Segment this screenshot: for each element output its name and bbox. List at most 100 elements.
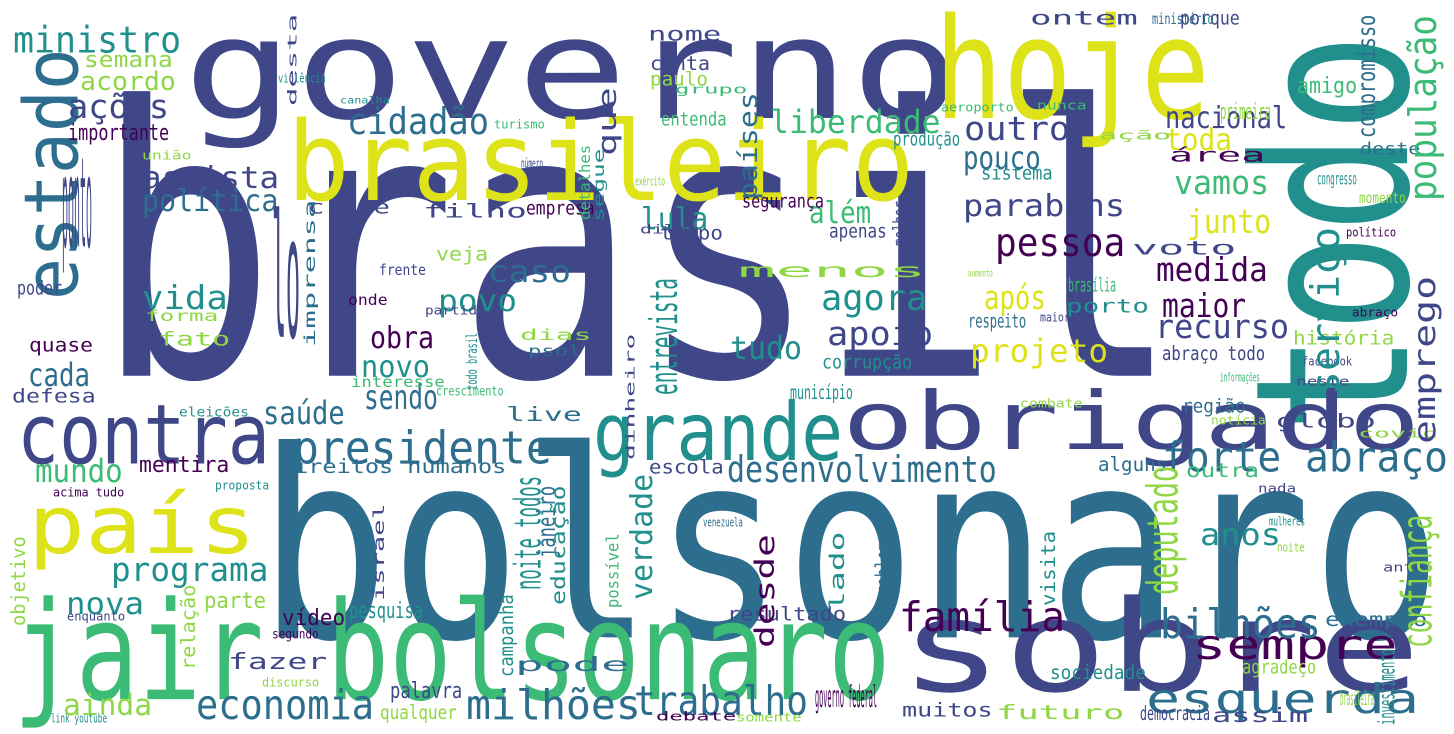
word-bilhoes: bilhões xyxy=(1160,600,1321,649)
word-apenas: apenas xyxy=(829,221,887,243)
word-seguranca: segurança xyxy=(742,191,825,213)
word-israel: israel xyxy=(371,503,388,601)
word-lula: lula xyxy=(641,201,709,237)
word-assista: assista xyxy=(142,159,280,196)
word-todo-brasil: todo brasil xyxy=(464,332,481,390)
word-projeto: projeto xyxy=(970,332,1109,370)
word-porto: porto xyxy=(1066,296,1149,318)
word-segue: segue xyxy=(591,148,608,222)
word-maior: maior xyxy=(1162,287,1247,326)
word-combate: combate xyxy=(1020,397,1083,411)
word-hoje: hoje xyxy=(934,0,1210,152)
word-discurso: discurso xyxy=(262,676,320,690)
word-respeito: respeito xyxy=(968,311,1027,333)
word-facebook: facebook xyxy=(1302,355,1353,369)
word-objetivo: objetivo xyxy=(6,536,30,626)
word-menos: menos xyxy=(738,258,927,282)
word-ponto: ponto xyxy=(62,131,93,277)
word-proposta: proposta xyxy=(215,479,270,493)
word-segundo: segundo xyxy=(272,626,319,642)
word-acao: ação xyxy=(1099,129,1172,143)
word-crime: crime xyxy=(308,197,390,219)
word-ministro: ministro xyxy=(13,18,182,62)
word-primeira: primeira xyxy=(1220,99,1272,125)
word-sempre: sempre xyxy=(1192,621,1398,670)
word-pesquisa: pesquisa xyxy=(349,598,424,624)
word-exercito: exército xyxy=(635,175,666,189)
word-abraco: abraço xyxy=(1352,306,1399,320)
word-quase: quase xyxy=(29,335,93,357)
word-desde: desde xyxy=(748,534,781,648)
word-campanha: campanha xyxy=(494,594,518,677)
word-numero: número xyxy=(521,157,544,171)
word-importante: importante xyxy=(68,120,170,146)
word-link-youtube: link youtube xyxy=(51,712,108,726)
word-enquanto: enquanto xyxy=(67,610,126,624)
word-dinheiro: dinheiro xyxy=(624,333,638,460)
word-poder: poder xyxy=(17,278,62,300)
word-nacional: nacional xyxy=(1165,99,1288,136)
word-direitos-humanos: direitos humanos xyxy=(280,454,507,478)
word-canalha: canalha xyxy=(340,94,390,106)
word-educacao: educação xyxy=(546,485,570,605)
word-parte: parte xyxy=(204,588,267,614)
word-dias: dias xyxy=(520,327,592,344)
word-informacoes: informações xyxy=(1220,371,1260,385)
word-aeroporto: aeroporto xyxy=(941,101,1014,115)
word-toda: toda xyxy=(1165,121,1233,158)
word-outro: outro xyxy=(964,110,1071,149)
word-novo: novo xyxy=(361,348,431,385)
word-bolsonaro: bolsonaro xyxy=(258,394,1443,700)
word-brasileiro: brasileiro xyxy=(287,98,915,227)
word-apos: após xyxy=(984,279,1046,318)
word-entenda: entenda xyxy=(661,109,727,131)
word-sobre: sobre xyxy=(899,573,1422,722)
word-presidente: presidente xyxy=(293,421,552,475)
word-escola: escola xyxy=(649,457,724,479)
word-politico: político xyxy=(1346,226,1397,240)
word-brasileira: brasileira xyxy=(1340,686,1375,710)
word-desta: desta xyxy=(286,13,300,106)
word-brasil: brasil xyxy=(95,28,1181,465)
word-video: vídeo xyxy=(282,605,346,631)
word-live: live xyxy=(506,402,582,426)
word-cidadao: cidadão xyxy=(347,101,489,144)
word-trabalho: trabalho xyxy=(634,677,808,726)
word-voto: voto xyxy=(1132,238,1237,260)
word-saude: saúde xyxy=(263,394,345,432)
word-lado: lado xyxy=(824,531,849,611)
word-medida: medida xyxy=(1156,251,1268,290)
word-debate: debate xyxy=(656,710,737,724)
word-palavra: palavra xyxy=(390,678,463,704)
word-cada: cada xyxy=(28,356,90,394)
word-alguns: alguns xyxy=(1098,452,1168,476)
word-frente: frente xyxy=(379,262,426,279)
word-grupo: grupo xyxy=(675,83,748,97)
word-liberdade: liberdade xyxy=(770,103,941,141)
word-vamos: vamos xyxy=(1174,164,1270,203)
word-populacao: população xyxy=(1400,15,1446,202)
word-jair-bolsonaro: jair bolsonaro xyxy=(13,573,891,733)
word-interesse: interesse xyxy=(351,374,445,391)
word-lo: lo xyxy=(272,178,300,378)
word-municipio: município xyxy=(790,380,853,404)
word-noite: noite xyxy=(1277,541,1305,555)
word-eleicoes: eleições xyxy=(179,404,249,420)
word-paises: países xyxy=(734,92,764,200)
word-caso: caso xyxy=(488,253,572,290)
word-governo-federal: governo federal xyxy=(815,678,878,715)
word-ainda: ainda xyxy=(63,688,153,723)
word-governo: governo xyxy=(183,0,962,152)
word-corrupcao: corrupção xyxy=(822,352,913,374)
word-desenvolvimento: desenvolvimento xyxy=(727,449,997,492)
word-parabens: parabéns xyxy=(963,187,1126,224)
word-pais: país xyxy=(28,479,257,573)
word-historia: história xyxy=(1293,328,1395,350)
word-programa: programa xyxy=(111,551,269,590)
word-entrevista: entrevista xyxy=(641,278,687,395)
word-forte-abraco: forte abraço xyxy=(1162,432,1448,482)
word-confianca: confiança xyxy=(1392,514,1442,648)
word-alem: além xyxy=(809,195,872,231)
word-economia: economia xyxy=(196,681,374,730)
word-turismo: turismo xyxy=(494,118,545,132)
